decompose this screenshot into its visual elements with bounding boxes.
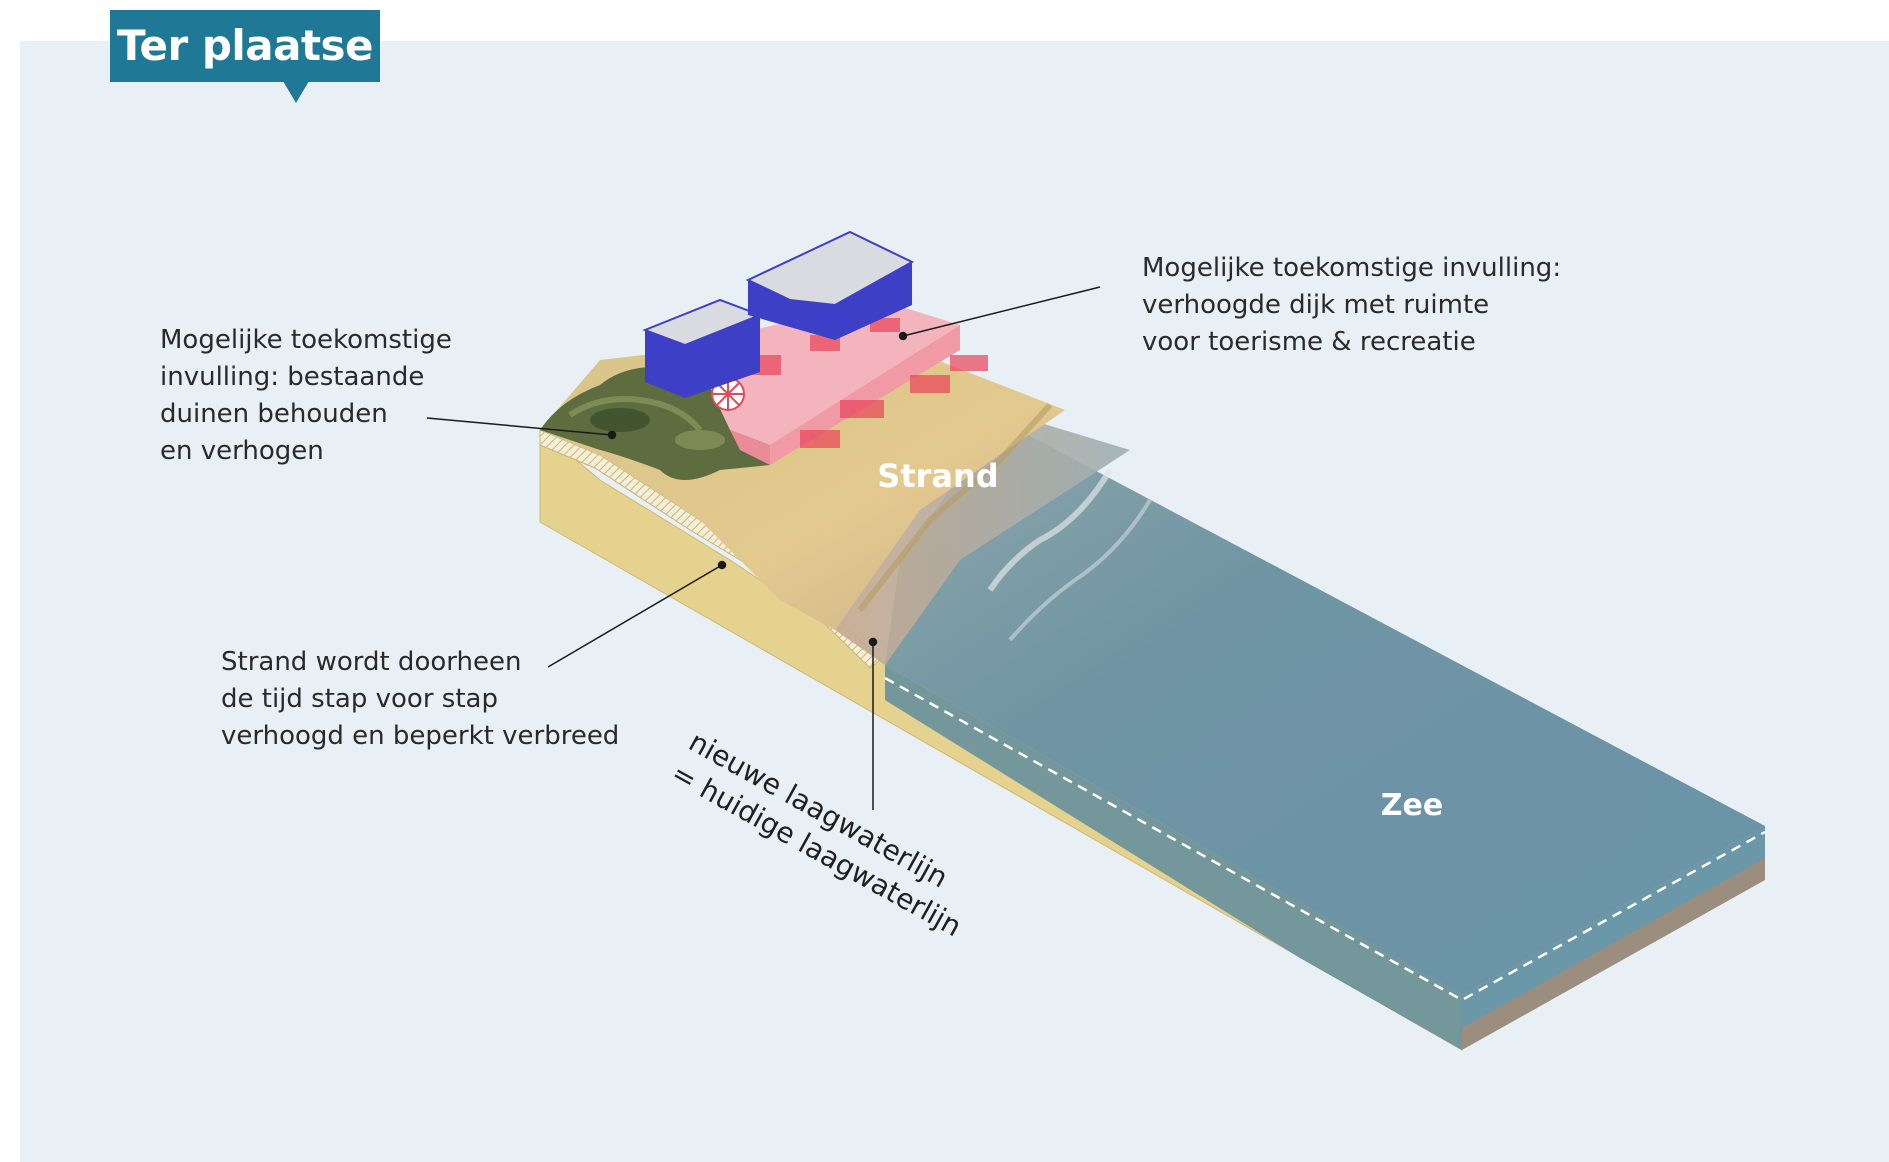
beach-label: Strand: [877, 457, 998, 495]
dune-leader-dot: [607, 430, 617, 440]
sea-front-water: [1462, 826, 1765, 1028]
block-sides: [539, 428, 1766, 1051]
dune-leader-line: [426, 417, 613, 436]
buildings: [642, 230, 915, 398]
dune-shrub: [590, 408, 650, 432]
foam-line-2: [1008, 498, 1152, 642]
annotation-dunes: Mogelijke toekomstige invulling: bestaan…: [160, 325, 452, 466]
beach-leader-dot: [717, 560, 727, 570]
sea-label: Zee: [1381, 788, 1443, 823]
building-large-roof: [745, 230, 915, 307]
dike-side-face: [730, 430, 770, 465]
lowwater-leader-dot: [868, 637, 878, 647]
waterline-stripe: [857, 402, 1053, 612]
title-tab-pointer: [283, 81, 309, 103]
beach-leader-line: [547, 564, 723, 668]
dune-highlight: [568, 396, 703, 432]
annotation-beach-raise: Strand wordt doorheen de tijd stap voor …: [221, 647, 620, 751]
foam-line-1: [987, 468, 1113, 592]
dike-leader-line: [902, 286, 1101, 337]
sea-surface: [885, 420, 1765, 995]
sea-side-face: [885, 665, 1462, 1050]
annotation-dike: Mogelijke toekomstige invulling: verhoog…: [1142, 253, 1562, 357]
dune-shrub: [675, 430, 725, 450]
tent-stripes: [712, 378, 744, 410]
surf-zone: [835, 400, 1130, 665]
dike-leader-dot: [898, 331, 908, 341]
leader-lines: [426, 286, 1101, 810]
page-title: Ter plaatse: [110, 10, 380, 82]
water-dashed-line: [884, 676, 1766, 1002]
